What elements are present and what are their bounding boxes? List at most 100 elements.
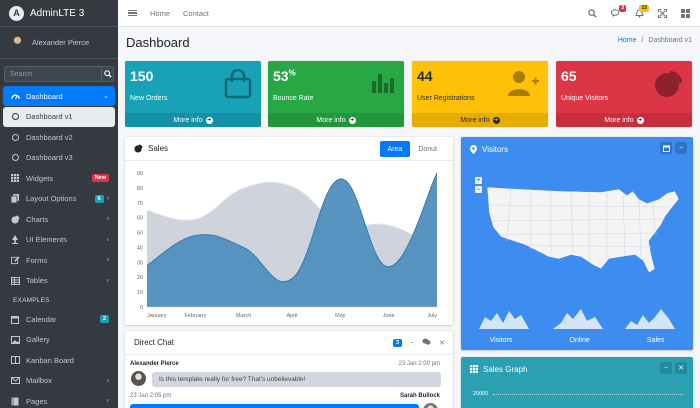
collapse-button[interactable]: − bbox=[660, 362, 672, 374]
map-zoom-controls: + − bbox=[475, 177, 482, 193]
more-info-link[interactable]: More info ➜ bbox=[268, 113, 404, 127]
search-button[interactable] bbox=[101, 66, 114, 82]
calendar-button[interactable] bbox=[660, 142, 672, 154]
sidebar-item-charts[interactable]: Charts ‹ bbox=[3, 209, 115, 229]
avatar bbox=[423, 403, 438, 408]
count-badge: 6 bbox=[94, 194, 104, 203]
sparkline-labels: Visitors Online Sales bbox=[461, 337, 693, 344]
sparkline-sales bbox=[625, 309, 675, 329]
sidebar-item-ui-elements[interactable]: UI Elements ‹ bbox=[3, 230, 115, 250]
remove-button[interactable]: ✕ bbox=[675, 362, 687, 374]
stat-label: Unique Visitors bbox=[561, 95, 608, 102]
tab-donut[interactable]: Donut bbox=[418, 145, 437, 153]
y-tick-label: 90 bbox=[137, 171, 143, 177]
sidebar-item-label: Charts bbox=[26, 214, 49, 224]
pie-chart-icon bbox=[10, 214, 20, 224]
more-info-link[interactable]: More info ➜ bbox=[125, 113, 261, 127]
control-sidebar-icon[interactable] bbox=[681, 9, 690, 18]
stat-value: 53% bbox=[273, 68, 296, 84]
sidebar-item-dashboard[interactable]: Dashboard ⌄ bbox=[3, 86, 115, 106]
brand-link[interactable]: A AdminLTE 3 bbox=[0, 0, 118, 27]
y-tick-label: 10 bbox=[137, 290, 143, 296]
sales-card-header: Sales Area Donut bbox=[125, 137, 453, 161]
calendar-icon bbox=[10, 315, 20, 324]
sidebar-item-label: Kanban Board bbox=[26, 355, 74, 365]
y-tick-label: 60 bbox=[137, 216, 143, 222]
breadcrumb-separator: / bbox=[641, 37, 644, 44]
stat-box-user-registrations: 44 User Registrations More info ➜ bbox=[412, 61, 548, 127]
user-panel[interactable]: Alexander Pierce bbox=[0, 27, 118, 59]
messages-dropdown[interactable]: 3 bbox=[611, 5, 626, 18]
usa-map[interactable] bbox=[461, 161, 693, 291]
y-tick-label: 40 bbox=[137, 245, 143, 251]
user-name[interactable]: Alexander Pierce bbox=[32, 38, 90, 47]
zoom-in-button[interactable]: + bbox=[475, 177, 482, 184]
calendar-icon bbox=[662, 144, 670, 152]
chat-count-badge: 3 bbox=[392, 339, 403, 347]
sidebar-item-dashboard-v1[interactable]: Dashboard v1 bbox=[3, 106, 115, 127]
message-meta: 23 Jan 2:05 pm Sarah Bullock bbox=[130, 393, 440, 399]
arrow-circle-right-icon: ➜ bbox=[348, 116, 356, 124]
sidebar-item-dashboard-v3[interactable]: Dashboard v3 bbox=[3, 148, 115, 168]
message-meta: Alexander Pierce 23 Jan 2:00 pm bbox=[130, 361, 440, 367]
tab-area[interactable]: Area bbox=[379, 141, 411, 157]
more-info-link[interactable]: More info ➜ bbox=[412, 113, 548, 127]
sidebar-item-forms[interactable]: Forms ‹ bbox=[3, 250, 115, 270]
notifications-count-badge: 15 bbox=[639, 5, 649, 12]
arrow-circle-right-icon: ➜ bbox=[205, 116, 213, 124]
count-badge: 2 bbox=[99, 315, 109, 323]
circle-icon bbox=[10, 113, 20, 120]
nav-link-home[interactable]: Home bbox=[150, 8, 171, 18]
more-info-link[interactable]: More info ➜ bbox=[556, 113, 692, 127]
minus-icon[interactable]: − bbox=[410, 339, 415, 347]
sales-graph-card: Sales Graph − ✕ 20000 bbox=[461, 357, 693, 408]
sidebar-item-widgets[interactable]: Widgets New bbox=[3, 168, 115, 188]
menu-toggle-icon[interactable] bbox=[128, 9, 137, 17]
zoom-out-button[interactable]: − bbox=[475, 186, 482, 193]
sales-tabs: Area Donut bbox=[379, 141, 445, 157]
sparkline-label: Sales bbox=[646, 337, 665, 344]
comments-icon[interactable] bbox=[422, 338, 431, 348]
nav-link-contact[interactable]: Contact bbox=[183, 8, 209, 18]
new-badge: New bbox=[91, 174, 109, 182]
notifications-dropdown[interactable]: 15 bbox=[635, 5, 649, 18]
stat-value: 150 bbox=[130, 68, 154, 84]
message-bubble bbox=[130, 404, 419, 408]
y-tick-label: 70 bbox=[137, 201, 143, 207]
stat-value: 44 bbox=[417, 68, 433, 84]
sales-card-title: Sales bbox=[148, 144, 169, 153]
pie-chart-icon bbox=[134, 144, 143, 153]
arrow-circle-right-icon: ➜ bbox=[492, 116, 500, 124]
comments-icon bbox=[611, 9, 620, 17]
sidebar-item-mailbox[interactable]: Mailbox ‹ bbox=[3, 371, 115, 391]
sidebar-item-pages[interactable]: Pages ‹ bbox=[3, 391, 115, 408]
close-icon[interactable]: ✕ bbox=[439, 340, 445, 347]
fullscreen-icon[interactable] bbox=[658, 9, 667, 18]
visitors-card-header: Visitors − bbox=[461, 137, 693, 161]
circle-icon bbox=[10, 154, 20, 161]
sales-graph-tick: 20000 bbox=[473, 391, 489, 397]
sidebar-item-dashboard-v2[interactable]: Dashboard v2 bbox=[3, 127, 115, 147]
navbar-search-icon[interactable] bbox=[588, 9, 597, 18]
sidebar-item-kanban[interactable]: Kanban Board bbox=[3, 350, 115, 370]
direct-chat-header: Direct Chat 3 − ✕ bbox=[125, 331, 453, 355]
sidebar-item-label: Dashboard v2 bbox=[26, 132, 73, 142]
sidebar-item-layout-options[interactable]: Layout Options 6 ‹ bbox=[3, 189, 115, 209]
sales-graph-tools: − ✕ bbox=[660, 362, 687, 374]
sidebar-item-tables[interactable]: Tables ‹ bbox=[3, 271, 115, 291]
arrow-circle-right-icon: ➜ bbox=[636, 116, 644, 124]
y-tick-label: 50 bbox=[137, 231, 143, 237]
collapse-button[interactable]: − bbox=[675, 142, 687, 154]
brand-logo-icon: A bbox=[9, 5, 24, 21]
search-input[interactable] bbox=[4, 66, 101, 82]
sparkline-online bbox=[553, 309, 603, 329]
sidebar-item-label: Dashboard bbox=[26, 91, 63, 101]
chevron-left-icon: ‹ bbox=[106, 236, 109, 243]
top-navbar: Home Contact 3 15 bbox=[118, 0, 700, 27]
avatar bbox=[131, 371, 146, 386]
chevron-left-icon: ‹ bbox=[106, 195, 109, 202]
sidebar-item-calendar[interactable]: Calendar 2 bbox=[3, 309, 115, 329]
sidebar-item-gallery[interactable]: Gallery bbox=[3, 330, 115, 350]
direct-chat-card: Direct Chat 3 − ✕ Alexander Pierce 23 Ja… bbox=[125, 331, 453, 408]
breadcrumb-home[interactable]: Home bbox=[617, 37, 637, 44]
